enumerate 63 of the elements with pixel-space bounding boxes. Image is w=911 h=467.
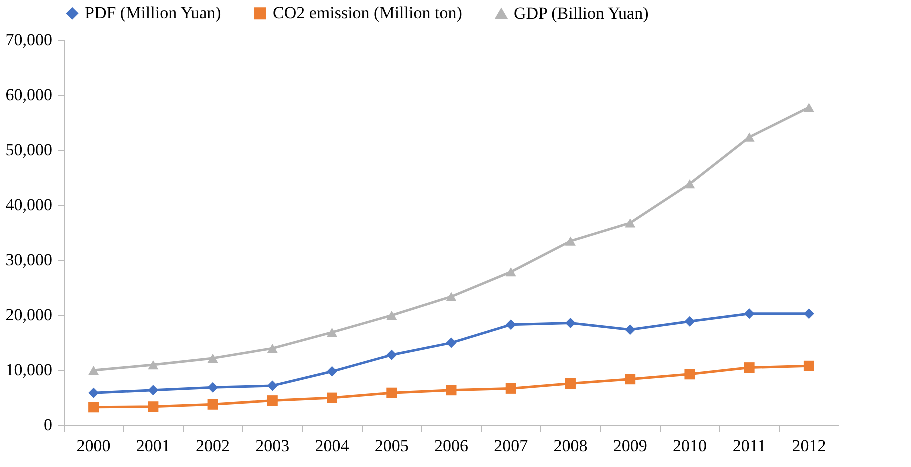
- point: [625, 374, 636, 385]
- x-tick-label: 2002: [196, 436, 230, 456]
- point: [625, 324, 636, 336]
- y-tick-label: 50,000: [6, 140, 52, 160]
- point: [684, 369, 696, 380]
- point: [506, 383, 516, 394]
- point: [148, 385, 159, 396]
- legend-label: CO2 emission (Million ton): [273, 4, 462, 23]
- x-tick-label: 2006: [434, 436, 468, 456]
- point: [506, 268, 516, 277]
- point: [88, 402, 100, 413]
- x-tick-label: 2007: [494, 436, 529, 456]
- x-tick-label: 2011: [732, 436, 766, 456]
- x-tick-label: 2000: [76, 436, 111, 456]
- point: [625, 218, 636, 228]
- y-tick-label: 20,000: [6, 306, 52, 324]
- point: [565, 318, 576, 328]
- point: [267, 380, 278, 392]
- point: [386, 311, 398, 320]
- y-tick-label: 70,000: [6, 30, 52, 50]
- point: [804, 103, 814, 112]
- point: [744, 362, 755, 374]
- point: [684, 316, 696, 327]
- point: [148, 402, 159, 412]
- point: [208, 399, 218, 410]
- x-tick-label: 2008: [554, 436, 588, 456]
- point: [88, 366, 100, 376]
- point: [565, 378, 576, 389]
- point: [744, 132, 755, 142]
- y-tick-label: 60,000: [6, 86, 52, 104]
- y-tick-label: 0: [44, 416, 52, 434]
- point: [804, 360, 814, 372]
- point: [148, 360, 159, 370]
- point: [327, 392, 338, 404]
- point: [386, 350, 398, 360]
- x-tick-label: 2004: [315, 436, 350, 456]
- point: [386, 388, 398, 398]
- point: [327, 328, 338, 338]
- point: [267, 396, 278, 406]
- x-tick-label: 2012: [792, 436, 826, 456]
- point: [506, 320, 516, 330]
- x-tick-label: 2010: [672, 436, 707, 456]
- point: [446, 292, 457, 302]
- point: [267, 344, 278, 354]
- legend-label: GDP (Billion Yuan): [514, 4, 649, 23]
- point: [327, 366, 338, 377]
- point: [684, 180, 696, 189]
- point: [565, 236, 576, 246]
- point: [88, 388, 100, 398]
- point: [208, 354, 218, 363]
- point: [208, 382, 218, 393]
- x-tick-label: 2001: [136, 436, 170, 456]
- y-tick-label: 40,000: [6, 196, 52, 214]
- point: [446, 338, 457, 348]
- point: [446, 385, 457, 396]
- x-tick-label: 2003: [256, 436, 290, 456]
- point: [804, 308, 814, 320]
- x-tick-label: 2009: [613, 436, 648, 456]
- y-tick-label: 10,000: [6, 360, 52, 380]
- x-tick-label: 2005: [374, 436, 409, 456]
- y-tick-label: 30,000: [6, 250, 52, 270]
- legend-label: PDF (Million Yuan): [85, 4, 222, 23]
- point: [744, 308, 755, 320]
